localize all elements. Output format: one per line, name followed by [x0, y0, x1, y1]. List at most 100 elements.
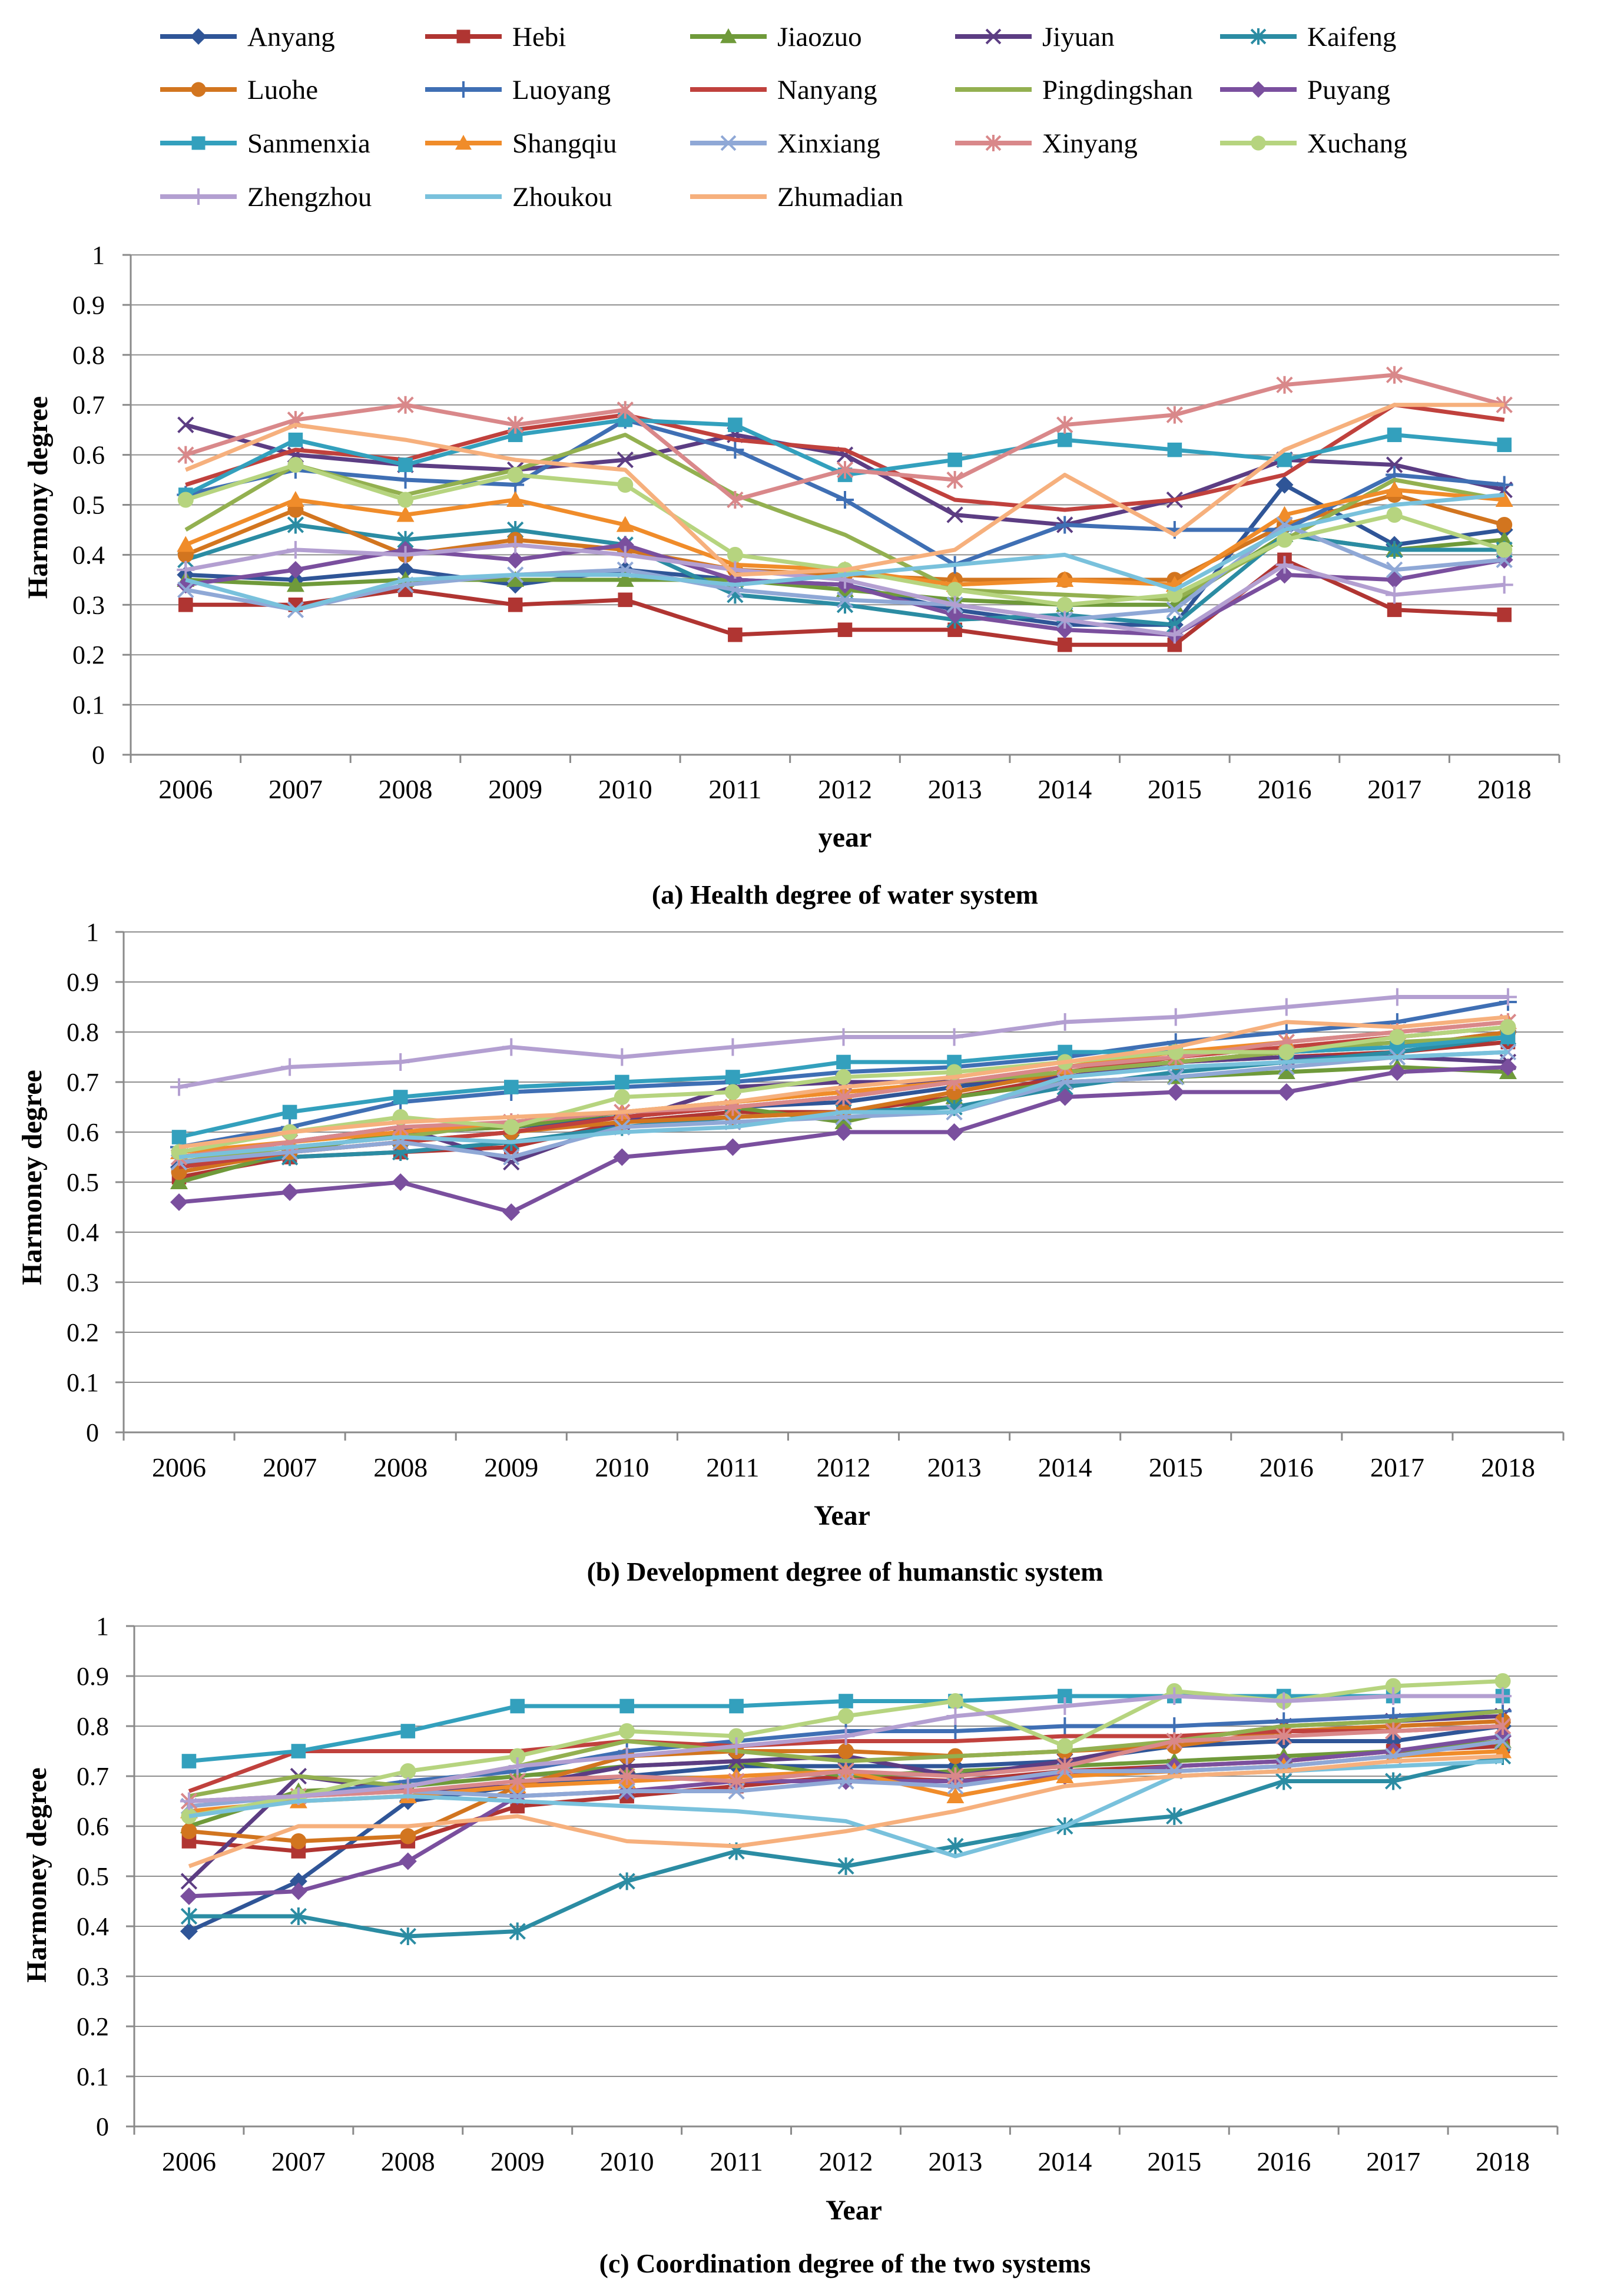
- panel-coordination-y-tick-label: 1: [96, 1612, 109, 1641]
- panel-coordination-point-sanmenxia: [510, 1698, 525, 1714]
- panel-water-health-point-xuchang: [727, 546, 743, 563]
- legend-item-luoyang: Luoyang: [425, 75, 611, 105]
- panel-coordination-point-xinyang: [837, 1762, 854, 1780]
- panel-humanistic-development-x-tick-label: 2016: [1260, 1452, 1314, 1482]
- panel-humanistic-development-point-zhengzhou: [392, 1053, 410, 1071]
- panel-water-health-point-sanmenxia: [1387, 427, 1402, 442]
- panel-water-health-plot-area: [177, 366, 1513, 652]
- panel-water-health-x-tick-label: 2010: [598, 774, 652, 804]
- panel-coordination-x-tick-label: 2010: [600, 2146, 654, 2176]
- panel-humanistic-development-point-xinxiang: [503, 1149, 520, 1166]
- panel-coordination-point-xinyang: [509, 1772, 526, 1790]
- legend-item-xuchang: Xuchang: [1220, 128, 1407, 159]
- panel-water-health-point-xinyang: [836, 461, 854, 479]
- legend-item-jiaozuo: Jiaozuo: [690, 22, 862, 52]
- panel-coordination-point-kaifeng: [947, 1837, 964, 1855]
- panel-coordination-y-tick-label: 0.8: [77, 1712, 109, 1741]
- legend-label-pingdingshan: Pingdingshan: [1042, 75, 1193, 105]
- panel-coordination-point-shangqiu: [946, 1787, 965, 1803]
- legend-marker-xuchang: [1251, 135, 1266, 151]
- panel-water-health-point-zhengzhou: [177, 560, 195, 579]
- panel-humanistic-development-point-zhengzhou: [1056, 1013, 1074, 1031]
- panel-coordination-x-title: Year: [826, 2195, 882, 2226]
- panel-humanistic-development-point-puyang: [613, 1148, 631, 1166]
- panel-coordination-point-xinyang: [947, 1767, 964, 1785]
- panel-humanistic-development-point-puyang: [1388, 1063, 1406, 1081]
- panel-water-health-point-xinxiang: [1166, 601, 1184, 618]
- panel-humanistic-development-point-xuchang: [1278, 1044, 1295, 1060]
- panel-humanistic-development-y-tick-label: 0: [86, 1418, 99, 1447]
- panel-humanistic-development-x-title: Year: [814, 1500, 870, 1531]
- panel-humanistic-development-point-puyang: [724, 1138, 742, 1156]
- panel-coordination-point-luohe: [838, 1743, 854, 1759]
- panel-coordination-y-tick-label: 0.3: [77, 1962, 109, 1991]
- panel-coordination-point-xinyang: [728, 1772, 745, 1790]
- panel-humanistic-development-x-tick-label: 2007: [263, 1452, 317, 1482]
- panel-water-health-x-tick-label: 2007: [269, 774, 323, 804]
- panel-coordination-x-tick-label: 2014: [1038, 2146, 1092, 2176]
- panel-humanistic-development-point-puyang: [1499, 1058, 1517, 1076]
- panel-humanistic-development-series-zhengzhou: [170, 988, 1517, 1096]
- legend-item-shangqiu: Shangqiu: [425, 128, 617, 159]
- legend-item-xinyang: Xinyang: [955, 128, 1138, 159]
- panel-water-health-point-sanmenxia: [947, 452, 962, 467]
- panel-humanistic-development-y-title: Harmoney degree: [16, 1070, 48, 1285]
- panel-water-health: Harmony degree year (a) Health degree of…: [22, 241, 1560, 910]
- panel-humanistic-development-point-zhengzhou: [1277, 998, 1295, 1016]
- panel-coordination-point-zhengzhou: [727, 1737, 745, 1755]
- legend-item-kaifeng: Kaifeng: [1220, 22, 1396, 52]
- panel-water-health-point-zhengzhou: [506, 536, 525, 554]
- legend-label-sanmenxia: Sanmenxia: [247, 128, 370, 159]
- panel-water-health-x-tick-label: 2014: [1038, 774, 1092, 804]
- panel-coordination-point-zhengzhou: [618, 1747, 636, 1765]
- panel-humanistic-development-point-sanmenxia: [725, 1070, 740, 1084]
- legend-item-luohe: Luohe: [160, 75, 318, 105]
- panel-humanistic-development-x-tick-label: 2018: [1481, 1452, 1535, 1482]
- legend-label-zhoukou: Zhoukou: [512, 182, 612, 213]
- panel-coordination-y-tick-label: 0.1: [77, 2062, 109, 2091]
- panel-humanistic-development-y-tick-label: 0.7: [67, 1068, 99, 1097]
- panel-water-health-point-xinyang: [1056, 416, 1073, 434]
- panel-water-health-y-tick-label: 0.1: [72, 691, 105, 719]
- panel-water-health-point-hebi: [1387, 602, 1402, 618]
- panel-coordination-point-luohe: [400, 1828, 416, 1844]
- panel-humanistic-development-y-tick-label: 0.3: [67, 1268, 99, 1297]
- panel-coordination-point-sanmenxia: [729, 1698, 744, 1714]
- panel-coordination-point-anyang: [289, 1872, 307, 1890]
- panel-coordination-series-zhengzhou: [180, 1687, 1512, 1810]
- panel-water-health-point-xuchang: [177, 492, 194, 508]
- panel-humanistic-development-point-zhengzhou: [1166, 1008, 1185, 1026]
- panel-coordination-point-kaifeng: [837, 1857, 854, 1875]
- panel-water-health-point-xuchang: [507, 467, 523, 483]
- panel-humanistic-development-point-zhengzhou: [281, 1058, 299, 1076]
- panel-coordination-point-xinyang: [618, 1767, 635, 1785]
- legend-marker-jiaozuo: [720, 28, 737, 44]
- panel-coordination-point-zhengzhou: [180, 1792, 198, 1810]
- legend-marker-xinyang: [985, 135, 1002, 151]
- panel-humanistic-development-series-zhumadian: [178, 1015, 1509, 1149]
- panel-water-health-point-shangqiu: [1056, 570, 1074, 587]
- panel-water-health-point-kaifeng: [287, 516, 304, 534]
- panel-water-health-point-puyang: [286, 560, 304, 579]
- panel-coordination-y-tick-label: 0.7: [77, 1762, 109, 1791]
- legend-item-xinxiang: Xinxiang: [690, 128, 880, 159]
- legend-label-puyang: Puyang: [1307, 75, 1390, 105]
- panel-coordination-point-sanmenxia: [181, 1754, 197, 1769]
- panel-humanistic-development-point-jiaozuo: [834, 1113, 853, 1129]
- panel-humanistic-development-point-zhengzhou: [170, 1078, 188, 1096]
- panel-water-health-point-zhengzhou: [1165, 626, 1184, 644]
- panel-humanistic-development-x-tick-label: 2010: [595, 1452, 649, 1482]
- panel-water-health-x-tick-label: 2009: [488, 774, 542, 804]
- legend-label-zhengzhou: Zhengzhou: [247, 182, 372, 213]
- panel-water-health-point-xuchang: [1056, 596, 1073, 613]
- panel-water-health-point-luoyang: [1495, 476, 1513, 494]
- panel-coordination-point-xinyang: [1384, 1722, 1402, 1740]
- panel-coordination-point-xuchang: [728, 1728, 745, 1744]
- panel-humanistic-development-point-puyang: [945, 1123, 963, 1141]
- panel-water-health-point-puyang: [1275, 566, 1294, 584]
- panel-water-health-point-xinyang: [397, 396, 414, 414]
- panel-humanistic-development-point-zhengzhou: [724, 1038, 742, 1056]
- panel-water-health-y-tick-label: 0.8: [72, 341, 105, 370]
- panel-humanistic-development-y-tick-label: 0.6: [67, 1118, 99, 1147]
- panel-coordination-y-tick-label: 0: [96, 2112, 109, 2141]
